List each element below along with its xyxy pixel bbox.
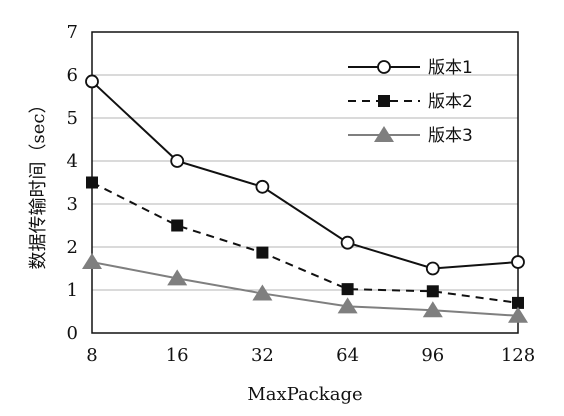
y-tick-label: 4 [67,151,78,172]
x-tick-label: 8 [86,345,97,366]
data-point [256,246,269,259]
data-point [508,306,528,323]
data-point [85,74,99,89]
x-axis: 8 16 32 64 96 128 [86,345,535,366]
data-point [170,154,185,168]
y-axis-title: 数据传输时间（sec） [28,96,49,270]
legend-marker [374,126,394,142]
data-point [426,285,439,298]
x-tick-label: 64 [336,345,359,366]
legend-marker [377,60,391,74]
data-point [337,297,358,314]
x-tick-label: 128 [501,345,535,366]
legend: 版本1 版本2 版本3 [348,58,473,146]
x-tick-label: 32 [251,345,274,366]
y-tick-label: 2 [67,237,78,258]
data-point [511,255,525,269]
y-tick-label: 1 [67,280,78,301]
series-line [91,261,519,317]
series-2 [86,176,524,309]
legend-label: 版本3 [428,126,473,146]
y-tick-label: 6 [67,65,78,86]
legend-item: 版本3 [348,126,473,146]
series-line [91,80,519,270]
data-point [255,179,270,194]
data-point [86,176,98,189]
data-point [167,269,188,286]
data-point [512,296,524,309]
y-axis: 0 1 2 3 4 5 6 7 [67,22,78,344]
legend-item: 版本1 [348,58,473,78]
series-1 [85,74,525,276]
data-point [171,219,184,232]
series-3 [82,253,528,323]
legend-item: 版本2 [348,92,473,112]
data-point [252,284,273,301]
y-tick-label: 0 [67,323,78,344]
y-tick-label: 5 [67,108,78,129]
gridlines [92,74,518,291]
y-tick-label: 3 [67,194,78,215]
legend-label: 版本2 [428,92,473,112]
legend-label: 版本1 [428,58,473,78]
x-axis-title: MaxPackage [247,384,362,405]
data-point [340,235,355,250]
data-point [82,253,102,270]
y-tick-label: 7 [67,22,78,43]
data-point [425,261,440,276]
series-layer [82,74,528,323]
x-tick-label: 16 [166,345,189,366]
data-point [422,301,443,318]
series-line [91,181,519,304]
legend-marker [378,95,390,107]
data-point [341,283,354,296]
x-tick-label: 96 [421,345,444,366]
